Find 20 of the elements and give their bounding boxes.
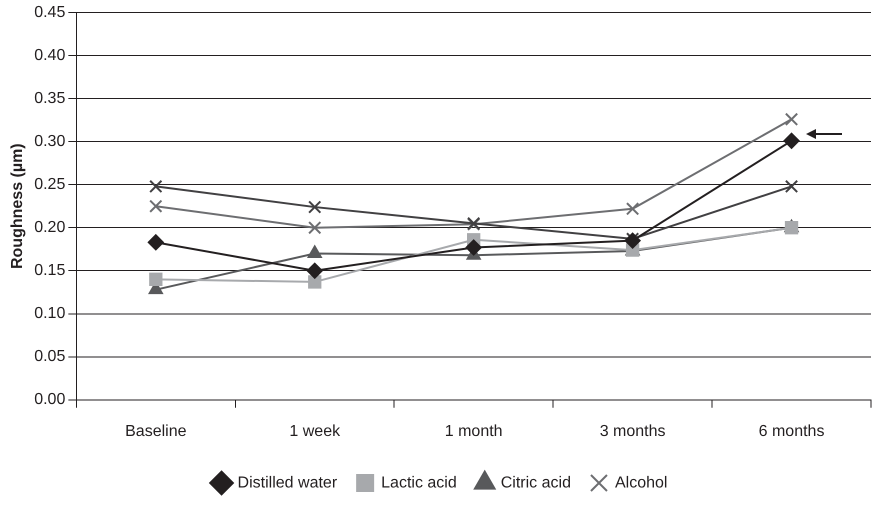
legend-label: Lactic acid	[381, 474, 457, 492]
y-tick-label: 0.05	[34, 348, 66, 366]
y-tick-label: 0.25	[34, 176, 66, 194]
y-tick-label: 0.35	[34, 90, 66, 108]
y-tick-label: 0.45	[34, 4, 66, 22]
x-tick-label: 6 months	[758, 422, 824, 440]
y-tick-label: 0.10	[34, 305, 66, 322]
y-tick-label: 0.30	[34, 133, 66, 150]
legend-label: Distilled water	[238, 474, 338, 492]
x-tick-label: 1 week	[289, 422, 342, 440]
y-tick-label: 0.15	[34, 262, 66, 280]
y-tick-label: 0.20	[34, 219, 66, 236]
x-tick-label: 3 months	[600, 422, 666, 440]
x-tick-label: 1 month	[444, 422, 503, 440]
y-tick-label: 0.00	[34, 391, 66, 408]
legend-label: Alcohol	[614, 474, 668, 492]
y-tick-label: 0.40	[34, 47, 66, 64]
legend-label: Citric acid	[500, 474, 571, 492]
y-axis-title: Roughness (µm)	[9, 143, 26, 270]
x-tick-label: Baseline	[125, 422, 187, 440]
